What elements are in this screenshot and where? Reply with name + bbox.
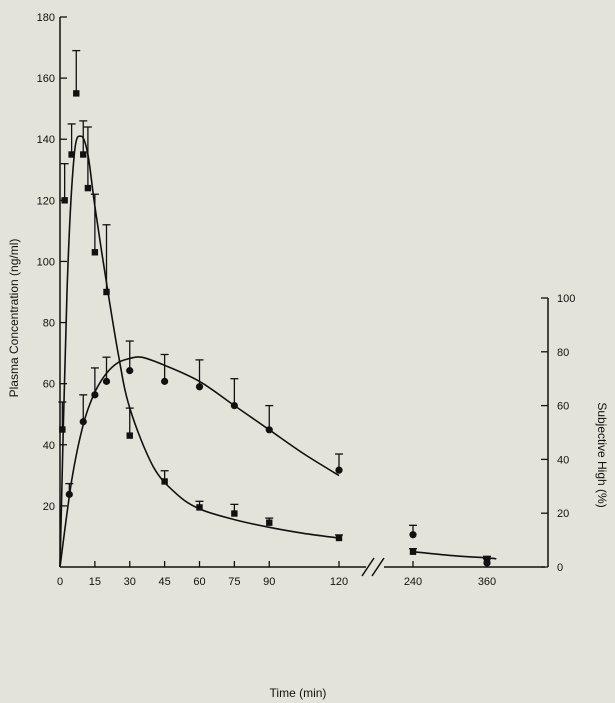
left-y-axis: 20 40 60 80 100 120 140 160 180 (37, 12, 67, 567)
x-axis-tick-label: 240 (404, 576, 422, 588)
x-axis-tick-label: 60 (193, 576, 205, 588)
curves (59, 135, 497, 568)
left-axis-tick-label: 140 (37, 134, 55, 146)
x-axis-tick-label: 30 (124, 576, 136, 588)
plasma-concentration-marker (103, 288, 110, 296)
right-axis-tick-label: 80 (557, 347, 569, 359)
left-axis-tick-label: 160 (37, 73, 55, 85)
x-axis-tick-label: 45 (159, 576, 171, 588)
right-axis-tick-label: 40 (557, 454, 569, 466)
left-axis-tick-label: 20 (43, 501, 55, 513)
subjective-high-marker (195, 383, 204, 391)
x-axis-tick-label: 360 (478, 576, 496, 588)
subjective-high-marker (65, 490, 73, 498)
x-axis: 0 15 30 45 60 75 90 120 240 360 (57, 557, 545, 588)
plasma-concentration-marker (68, 151, 75, 158)
x-axis-tick-label: 90 (263, 576, 275, 588)
subjective-high-marker (161, 377, 169, 385)
subjective-high-marker (265, 426, 273, 434)
subjective-high-marker (409, 531, 417, 539)
plasma-concentration-marker (73, 90, 80, 97)
plasma-concentration-marker (196, 504, 203, 511)
x-axis-break-mark (371, 557, 385, 577)
right-y-axis: 0 20 40 60 80 100 (541, 293, 575, 574)
plasma-concentration-curve (59, 135, 340, 568)
right-axis-tick-label: 0 (557, 562, 563, 574)
data-markers (59, 90, 491, 567)
left-y-axis-title: Plasma Concentration (ng/ml) (7, 239, 21, 398)
x-axis-title: Time (min) (270, 686, 327, 700)
plasma-concentration-marker (266, 519, 273, 526)
plasma-concentration-marker (91, 249, 99, 256)
plasma-concentration-marker (483, 556, 491, 563)
plasma-concentration-marker (231, 510, 238, 517)
subjective-high-marker (91, 391, 99, 399)
right-axis-tick-label: 60 (557, 401, 569, 413)
x-axis-break-mark (361, 557, 375, 577)
plasma-concentration-marker (161, 478, 168, 485)
left-axis-tick-label: 40 (43, 440, 55, 452)
x-axis-tick-label: 75 (228, 576, 240, 588)
subjective-high-marker (230, 402, 238, 410)
left-axis-tick-label: 80 (43, 318, 55, 330)
left-axis-tick-label: 60 (43, 379, 55, 391)
plasma-concentration-marker (84, 184, 92, 192)
right-y-axis-title: Subjective High (%) (595, 402, 609, 507)
plasma-concentration-marker (409, 548, 417, 555)
x-axis-tick-label: 120 (330, 576, 348, 588)
subjective-high-marker (126, 367, 134, 375)
x-axis-tick-label: 15 (89, 576, 101, 588)
x-axis-tick-label: 0 (57, 576, 63, 588)
left-axis-tick-label: 120 (37, 195, 55, 207)
plasma-concentration-marker (126, 432, 133, 439)
right-axis-tick-label: 100 (557, 293, 575, 305)
subjective-high-marker (335, 466, 343, 474)
error-bars (58, 49, 491, 563)
right-axis-tick-label: 20 (557, 508, 569, 520)
plasma-concentration-curve (412, 550, 497, 560)
plasma-concentration-marker (61, 197, 68, 204)
subjective-high-marker (102, 377, 111, 385)
plasma-concentration-marker (59, 426, 66, 433)
plasma-concentration-marker (335, 534, 343, 542)
plasma-concentration-marker (80, 151, 87, 158)
subjective-high-marker (483, 559, 491, 567)
left-axis-tick-label: 100 (37, 256, 55, 268)
subjective-high-marker (79, 418, 87, 426)
left-axis-tick-label: 180 (37, 12, 55, 24)
